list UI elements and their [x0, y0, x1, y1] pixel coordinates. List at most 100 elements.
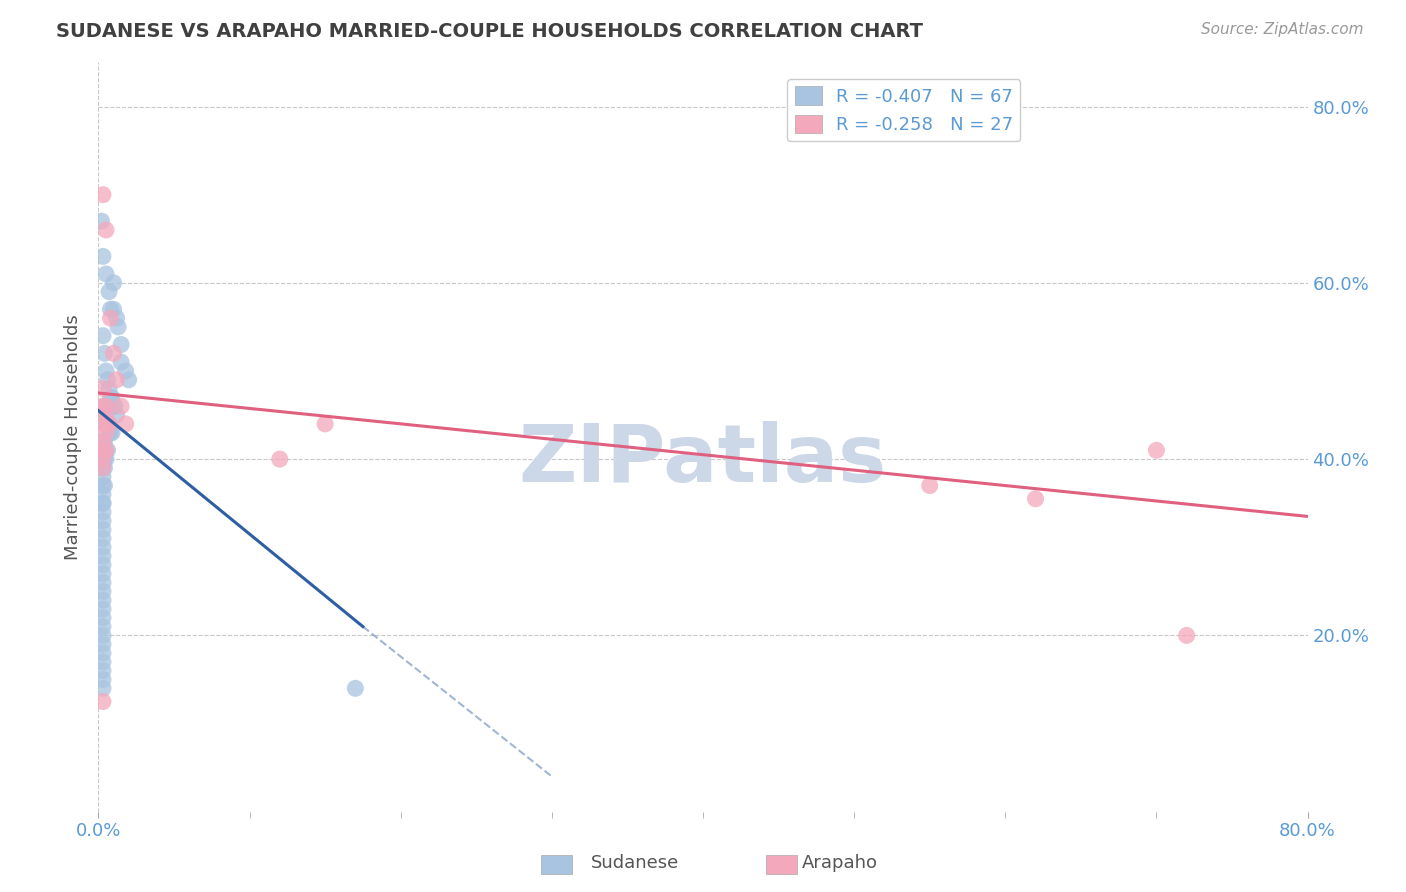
Text: ZIPatlas: ZIPatlas [519, 420, 887, 499]
Point [91, 434, 114, 449]
Point [91, 532, 114, 546]
Point [91, 655, 114, 669]
Legend: R = -0.407   N = 67, R = -0.258   N = 27: R = -0.407 N = 67, R = -0.258 N = 27 [787, 79, 1021, 141]
Point [91, 187, 114, 202]
Point [98, 425, 121, 440]
Point [103, 276, 125, 290]
Point [98, 417, 121, 431]
Point [110, 337, 132, 351]
Point [94, 267, 117, 281]
Point [101, 391, 124, 405]
Point [91, 496, 114, 510]
Point [91, 694, 114, 708]
Point [105, 373, 128, 387]
Point [91, 611, 114, 625]
Point [103, 346, 125, 360]
Point [91, 249, 114, 263]
Point [110, 399, 132, 413]
Point [91, 575, 114, 590]
Point [91, 469, 114, 483]
Point [93, 452, 115, 467]
Text: Sudanese: Sudanese [591, 855, 679, 872]
Point [91, 628, 114, 642]
Point [103, 399, 125, 413]
Point [114, 364, 136, 378]
Point [91, 417, 114, 431]
Point [91, 549, 114, 563]
Point [91, 558, 114, 572]
Point [91, 681, 114, 696]
Point [269, 452, 291, 467]
Point [98, 285, 121, 299]
Point [91, 541, 114, 555]
Point [118, 373, 141, 387]
Point [91, 452, 114, 467]
Point [344, 681, 367, 696]
Point [91, 478, 114, 492]
Point [91, 664, 114, 678]
Point [91, 602, 114, 616]
Point [96, 443, 118, 458]
Point [91, 505, 114, 519]
Point [1144, 443, 1167, 458]
Point [91, 673, 114, 687]
Point [91, 461, 114, 475]
Point [94, 408, 117, 422]
Point [94, 425, 117, 440]
Point [114, 417, 136, 431]
Point [91, 593, 114, 607]
Text: SUDANESE VS ARAPAHO MARRIED-COUPLE HOUSEHOLDS CORRELATION CHART: SUDANESE VS ARAPAHO MARRIED-COUPLE HOUSE… [56, 22, 924, 41]
Point [107, 319, 129, 334]
Point [91, 382, 114, 396]
Point [91, 434, 114, 449]
Point [93, 408, 115, 422]
Point [314, 417, 336, 431]
Point [98, 417, 121, 431]
Point [104, 399, 127, 413]
Point [93, 346, 115, 360]
Point [98, 382, 121, 396]
Point [91, 619, 114, 633]
Point [110, 355, 132, 369]
Point [91, 461, 114, 475]
Point [94, 452, 117, 467]
Point [100, 302, 122, 317]
Point [91, 566, 114, 581]
Point [1024, 491, 1046, 506]
Point [1175, 628, 1198, 642]
Point [91, 487, 114, 501]
Point [91, 646, 114, 660]
Point [91, 399, 114, 413]
Point [91, 496, 114, 510]
Point [94, 417, 117, 431]
Point [101, 425, 124, 440]
Point [96, 373, 118, 387]
Point [94, 223, 117, 237]
Point [93, 461, 115, 475]
Point [93, 434, 115, 449]
Point [94, 364, 117, 378]
Point [90, 214, 112, 228]
Point [105, 408, 128, 422]
Point [91, 443, 114, 458]
Point [91, 523, 114, 537]
Point [91, 637, 114, 651]
Point [93, 478, 115, 492]
Point [91, 514, 114, 528]
Point [91, 452, 114, 467]
Text: Arapaho: Arapaho [801, 855, 877, 872]
Point [94, 399, 117, 413]
Point [103, 302, 125, 317]
Point [91, 584, 114, 599]
Text: Source: ZipAtlas.com: Source: ZipAtlas.com [1201, 22, 1364, 37]
Point [105, 311, 128, 326]
Point [94, 443, 117, 458]
Point [96, 417, 118, 431]
Point [100, 425, 122, 440]
Point [91, 399, 114, 413]
Point [918, 478, 941, 492]
Point [100, 391, 122, 405]
Point [100, 311, 122, 326]
Y-axis label: Married-couple Households: Married-couple Households [65, 314, 83, 560]
Point [94, 443, 117, 458]
